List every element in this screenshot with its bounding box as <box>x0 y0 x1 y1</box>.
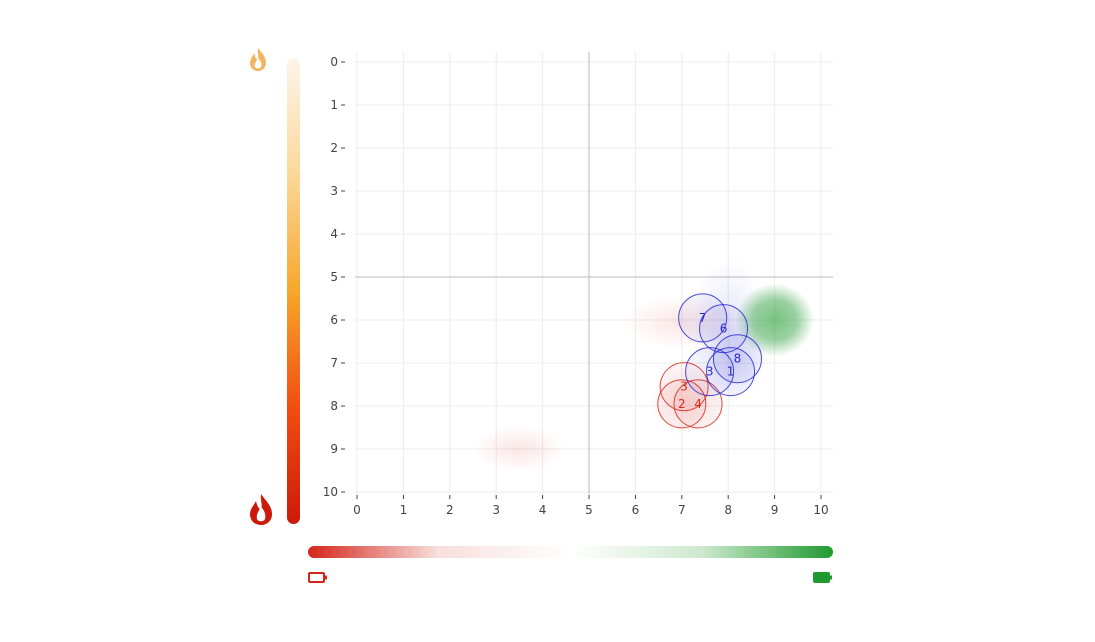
red-point-marker[interactable] <box>673 379 723 429</box>
x-tick-label: 5 <box>585 503 593 517</box>
battery-full-icon <box>813 572 832 583</box>
blue-data-point[interactable]: 7 <box>678 293 728 343</box>
blue-point-label: 7 <box>699 311 707 325</box>
x-tick-label: 10 <box>813 503 828 517</box>
y-tick-label: 9 <box>330 442 338 456</box>
y-tick-label: 8 <box>330 399 338 413</box>
x-tick-label: 3 <box>492 503 500 517</box>
red-data-point[interactable]: 4 <box>673 379 723 429</box>
x-tick-label: 2 <box>446 503 454 517</box>
x-tick-label: 4 <box>539 503 547 517</box>
horizontal-color-bar <box>308 546 833 558</box>
red-point-marker[interactable] <box>657 379 707 429</box>
blue-point-label: 8 <box>734 352 742 366</box>
blue-point-label: 1 <box>727 365 735 379</box>
flame-icon-dark <box>250 494 272 525</box>
blue-data-point[interactable]: 8 <box>712 334 762 384</box>
red-point-label: 4 <box>694 397 702 411</box>
x-tick-label: 6 <box>632 503 640 517</box>
y-tick-label: 10 <box>323 485 338 499</box>
blue-point-label: 6 <box>720 322 728 336</box>
red-point-label: 3 <box>680 380 688 394</box>
y-tick-label: 3 <box>330 184 338 198</box>
y-tick-label: 6 <box>330 313 338 327</box>
y-tick-label: 7 <box>330 356 338 370</box>
x-axis-ticks: 0 1 2 3 4 5 6 7 8 9 10 <box>353 495 829 517</box>
red-point-marker[interactable] <box>659 362 709 412</box>
grid <box>355 52 833 494</box>
y-tick-label: 5 <box>330 270 338 284</box>
battery-empty-icon <box>308 572 327 583</box>
blue-point-label: 3 <box>706 365 714 379</box>
red-density-cloud <box>473 425 566 473</box>
y-tick-label: 4 <box>330 227 338 241</box>
midlines <box>355 52 833 494</box>
blue-point-marker[interactable] <box>678 293 728 343</box>
red-data-point[interactable]: 3 <box>659 362 709 412</box>
flame-icon-light <box>250 48 266 71</box>
y-axis-ticks: 0 1 2 3 4 5 6 7 8 9 10 <box>323 55 345 499</box>
x-tick-label: 9 <box>771 503 779 517</box>
x-tick-label: 8 <box>724 503 732 517</box>
x-tick-label: 7 <box>678 503 686 517</box>
density-clouds <box>473 257 815 473</box>
vertical-color-bar <box>287 58 300 524</box>
blue-point-marker[interactable] <box>712 334 762 384</box>
green-density-cloud <box>735 283 815 357</box>
y-tick-label: 2 <box>330 141 338 155</box>
y-tick-label: 1 <box>330 98 338 112</box>
x-tick-label: 0 <box>353 503 361 517</box>
blue-data-point[interactable]: 1 <box>706 347 756 397</box>
y-tick-label: 0 <box>330 55 338 69</box>
red-data-point[interactable]: 2 <box>657 379 707 429</box>
x-tick-label: 1 <box>400 503 408 517</box>
blue-point-marker[interactable] <box>706 347 756 397</box>
red-point-label: 2 <box>678 397 686 411</box>
